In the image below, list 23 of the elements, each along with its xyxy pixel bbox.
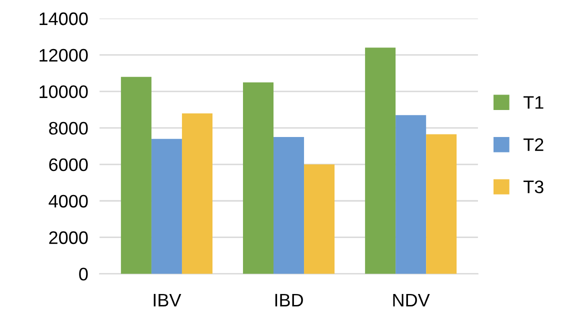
bar	[396, 115, 426, 274]
y-tick-label: 14000	[40, 12, 88, 26]
bar	[365, 48, 396, 274]
legend-label: T1	[524, 96, 544, 109]
bar	[274, 137, 304, 274]
x-tick-label: NDV	[393, 294, 430, 306]
y-tick-label: 4000	[48, 194, 88, 208]
y-tick-label: 10000	[40, 85, 88, 98]
y-tick-label: 2000	[49, 231, 88, 244]
y-tick-label: 12000	[40, 48, 88, 62]
bar	[182, 113, 212, 274]
bar	[242, 82, 274, 274]
legend-label: T3	[524, 180, 544, 194]
x-tick-label: IBV	[154, 294, 182, 306]
bar	[426, 134, 457, 274]
bar	[304, 164, 335, 274]
y-tick-label: 6000	[49, 158, 88, 172]
legend-label: T2	[524, 138, 544, 151]
bar	[120, 76, 152, 274]
y-tick-label: 8000	[49, 122, 88, 135]
bar	[151, 138, 182, 274]
x-tick-label: IBD	[275, 294, 303, 306]
y-tick-label: 0	[79, 268, 88, 281]
